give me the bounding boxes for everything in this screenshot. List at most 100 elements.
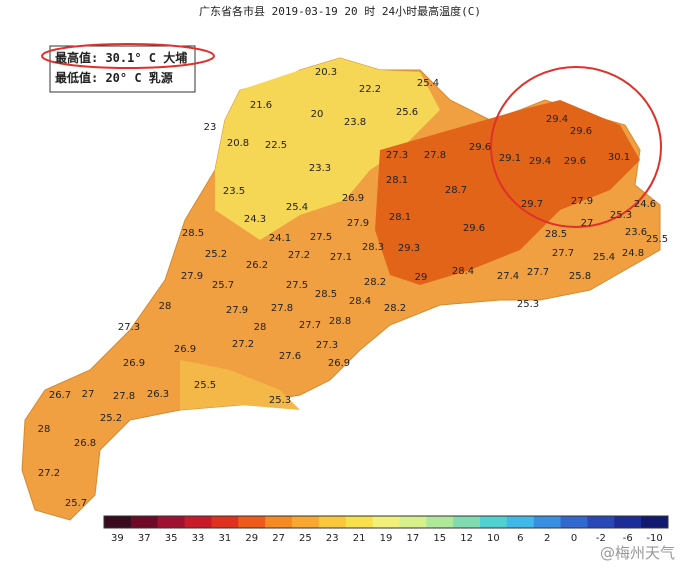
colorbar-segment [372,516,400,528]
colorbar-label: 27 [272,533,285,544]
info-max: 最高值: 30.1° C 大埔 [55,50,187,65]
station-value: 24.3 [244,214,266,225]
colorbar-segment [238,516,266,528]
station-value: 27.3 [386,150,408,161]
station-value: 29.6 [564,156,586,167]
station-value: 25.3 [269,395,291,406]
station-value: 27.4 [497,271,519,282]
station-value: 28 [254,322,267,333]
colorbar-segment [533,516,562,528]
station-value: 22.5 [265,140,287,151]
watermark: @梅州天气 [600,544,675,562]
colorbar-label: 2 [544,533,550,544]
station-value: 27.8 [113,391,135,402]
station-value: 28 [38,424,51,435]
colorbar-segment [184,516,212,528]
station-value: 28 [159,301,172,312]
station-value: 23.8 [344,117,366,128]
station-value: 27.9 [347,218,369,229]
station-value: 26.8 [74,438,96,449]
colorbar-label: 25 [299,533,312,544]
colorbar-label: -6 [623,533,633,544]
station-value: 28.5 [545,229,567,240]
station-value: 27.7 [527,267,549,278]
station-value: 29.4 [529,156,551,167]
station-value: 23.5 [223,186,245,197]
station-value: 27.9 [226,305,248,316]
station-value: 25.2 [100,413,122,424]
station-value: 27.9 [181,271,203,282]
station-value: 28.1 [389,212,411,223]
colorbar-label: 31 [218,533,231,544]
station-value: 25.6 [396,107,418,118]
colorbar-segment [265,516,293,528]
colorbar-label: 21 [353,533,366,544]
colorbar-label: 6 [517,533,523,544]
colorbar-label: 33 [192,533,205,544]
station-value: 25.2 [205,249,227,260]
colorbar-segment [318,516,347,528]
colorbar-segment [560,516,588,528]
station-value: 20.8 [227,138,249,149]
station-value: 27.9 [571,196,593,207]
colorbar-segment [399,516,427,528]
station-value: 28.5 [182,228,204,239]
station-value: 23 [204,122,217,133]
station-value: 27 [82,389,95,400]
station-value: 23.6 [625,227,647,238]
station-value: 28.4 [349,296,371,307]
colorbar-segment [426,516,454,528]
station-value: 25.4 [417,78,439,89]
station-value: 24.1 [269,233,291,244]
station-value: 26.9 [123,358,145,369]
station-value: 27.2 [232,339,254,350]
station-value: 25.8 [569,271,591,282]
station-value: 25.7 [212,280,234,291]
station-value: 26.2 [246,260,268,271]
colorbar-label: 10 [487,533,500,544]
station-value: 27.3 [118,322,140,333]
colorbar-segment [130,516,159,528]
station-value: 25.5 [194,380,216,391]
colorbar-label: 23 [326,533,339,544]
station-value: 28.3 [362,242,384,253]
station-value: 29.6 [570,126,592,137]
station-value: 25.7 [65,498,87,509]
station-value: 29.3 [398,243,420,254]
station-value: 26.9 [174,344,196,355]
region-east [375,100,640,285]
station-value: 29.4 [546,114,568,125]
colorbar-segment [104,516,132,528]
station-value: 29.6 [469,142,491,153]
colorbar-frame [103,515,669,529]
station-value: 29.1 [499,153,521,164]
station-value: 27.3 [316,340,338,351]
station-value: 27.8 [271,303,293,314]
station-value: 30.1 [608,152,630,163]
station-value: 27.7 [299,320,321,331]
station-value: 25.3 [610,210,632,221]
info-min: 最低值: 20° C 乳源 [55,70,173,85]
colorbar-label: 37 [138,533,151,544]
colorbar-label: 12 [460,533,473,544]
station-value: 23.3 [309,163,331,174]
colorbar-segment [211,516,239,528]
colorbar-label: 17 [406,533,419,544]
station-value: 28.4 [452,266,474,277]
station-value: 28.8 [329,316,351,327]
colorbar-segment [506,516,535,528]
station-value: 25.4 [593,252,615,263]
station-value: 28.5 [315,289,337,300]
station-value: 27.1 [330,252,352,263]
station-value: 20 [311,109,324,120]
station-value: 29.7 [521,199,543,210]
station-value: 27.2 [288,250,310,261]
map-title: 广东省各市县 2019-03-19 20 时 24小时最高温度(C) [199,4,481,18]
station-value: 22.2 [359,84,381,95]
station-value: 29 [415,272,428,283]
station-value: 28.2 [364,277,386,288]
colorbar-label: -10 [646,533,662,544]
station-value: 27.6 [279,351,301,362]
colorbar-segment [587,516,615,528]
